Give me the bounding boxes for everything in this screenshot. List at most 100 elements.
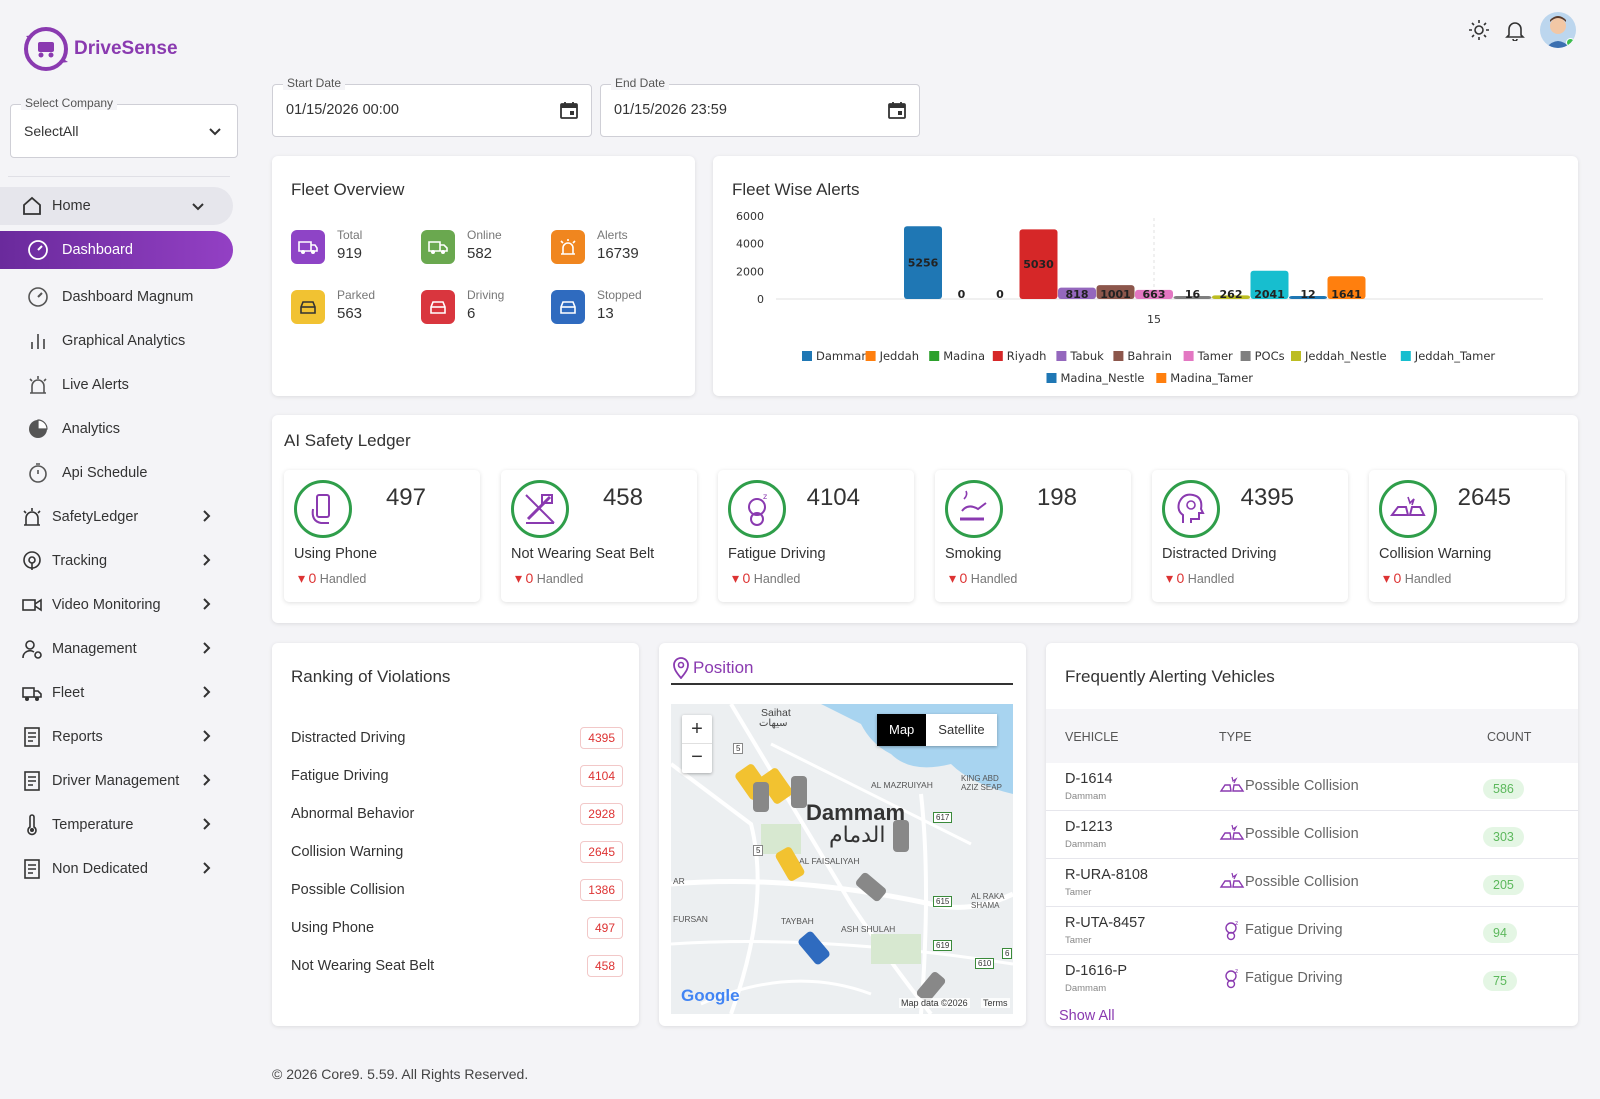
- chevron-right-icon: [203, 686, 211, 698]
- sidebar-item-dashboard-magnum[interactable]: Dashboard Magnum: [0, 275, 240, 319]
- map-type-map-button[interactable]: Map: [877, 714, 927, 746]
- chart-bar: [904, 226, 942, 299]
- table-row[interactable]: R-URA-8108 Tamer Possible Collision 205: [1046, 859, 1578, 907]
- position-underline: [671, 683, 1013, 685]
- ledger-handled: ▾ 0 Handled: [1166, 570, 1234, 587]
- caret-down-icon: ▾: [515, 570, 523, 586]
- sidebar-item-driver-management[interactable]: Driver Management: [0, 759, 240, 803]
- sidebar-item-non-dedicated[interactable]: Non Dedicated: [0, 847, 240, 891]
- sidebar-item-temperature[interactable]: Temperature: [0, 803, 240, 847]
- map-label-saihat: Saihat: [761, 707, 791, 719]
- calendar-icon[interactable]: [887, 100, 907, 120]
- map-label-ar: AR: [673, 876, 685, 886]
- sidebar-item-graphical-analytics[interactable]: Graphical Analytics: [0, 319, 240, 363]
- vehicle-marker[interactable]: [753, 782, 769, 812]
- sidebar-item-reports[interactable]: Reports: [0, 715, 240, 759]
- sidebar-item-dashboard[interactable]: Dashboard: [0, 231, 233, 269]
- avatar[interactable]: [1540, 12, 1576, 48]
- calendar-icon[interactable]: [559, 100, 579, 120]
- chevron-down-icon: [192, 203, 204, 211]
- zoom-in-button[interactable]: +: [682, 715, 712, 744]
- smoking-icon: [945, 480, 1003, 538]
- table-row[interactable]: R-UTA-8457 Tamer z Fatigue Driving 94: [1046, 907, 1578, 955]
- sun-icon[interactable]: [1468, 19, 1490, 41]
- sidebar-item-analytics[interactable]: Analytics: [0, 407, 240, 451]
- column-header-type[interactable]: TYPE: [1219, 730, 1252, 744]
- sidebar-item-management[interactable]: Management: [0, 627, 240, 671]
- table-row[interactable]: D-1616-P Dammam z Fatigue Driving 75: [1046, 955, 1578, 1003]
- start-date-label: Start Date: [283, 76, 346, 90]
- ai-safety-ledger-card: AI Safety Ledger: [272, 415, 1578, 623]
- map-terms-link[interactable]: Terms: [981, 998, 1010, 1008]
- map-label-dammam: Dammam: [806, 800, 906, 825]
- alert-type-label: Fatigue Driving: [1245, 970, 1343, 986]
- table-row[interactable]: D-1213 Dammam Possible Collision 303: [1046, 811, 1578, 859]
- ledger-card-fatigue-driving[interactable]: z 4104 Fatigue Driving ▾ 0 Handled: [718, 470, 914, 602]
- company-select[interactable]: Select Company SelectAll: [10, 96, 238, 158]
- sidebar-item-tracking[interactable]: Tracking: [0, 539, 240, 583]
- overview-total: Total 919: [291, 228, 362, 264]
- sidebar-item-video-monitoring[interactable]: Video Monitoring: [0, 583, 240, 627]
- ranking-row: Not Wearing Seat Belt 458: [291, 953, 623, 979]
- ledger-handled-label: Handled: [536, 572, 584, 586]
- ledger-name: Distracted Driving: [1162, 546, 1277, 562]
- bar-chart-icon: [26, 329, 50, 353]
- brand-logo[interactable]: DriveSense: [22, 26, 178, 72]
- y-tick-label: 6000: [736, 210, 764, 223]
- ledger-name: Collision Warning: [1379, 546, 1492, 562]
- car-icon: [291, 290, 325, 324]
- sidebar-item-label: Video Monitoring: [52, 597, 161, 613]
- chevron-right-icon: [203, 554, 211, 566]
- overview-online-value: 582: [467, 245, 493, 262]
- legend-swatch: [1056, 351, 1067, 361]
- column-header-vehicle[interactable]: VEHICLE: [1065, 730, 1119, 744]
- ledger-name: Smoking: [945, 546, 1002, 562]
- legend-label: Tamer: [1197, 349, 1233, 363]
- end-date-field[interactable]: End Date 01/15/2026 23:59: [600, 76, 920, 137]
- ledger-handled-label: Handled: [1187, 572, 1235, 586]
- sidebar-item-live-alerts[interactable]: Live Alerts: [0, 363, 240, 407]
- legend-swatch: [1113, 351, 1124, 361]
- column-header-count[interactable]: COUNT: [1487, 730, 1532, 744]
- car-icon: [551, 290, 585, 324]
- sidebar-item-api-schedule[interactable]: Api Schedule: [0, 451, 240, 495]
- pie-chart-icon: [26, 417, 50, 441]
- show-all-link[interactable]: Show All: [1059, 1008, 1115, 1024]
- bell-icon[interactable]: [1504, 19, 1526, 41]
- sidebar-item-label: Home: [52, 198, 91, 214]
- sidebar-item-label: Driver Management: [52, 773, 180, 789]
- chevron-right-icon: [203, 774, 211, 786]
- map-label-raka: AL RAKA SHAMA: [971, 892, 1005, 910]
- caret-down-icon: ▾: [949, 570, 957, 586]
- sidebar-item-home[interactable]: Home: [0, 187, 233, 225]
- ledger-card-collision-warning[interactable]: 2645 Collision Warning ▾ 0 Handled: [1369, 470, 1565, 602]
- overview-parked-value: 563: [337, 305, 363, 322]
- ledger-card-smoking[interactable]: 198 Smoking ▾ 0 Handled: [935, 470, 1131, 602]
- legend-swatch: [1240, 351, 1251, 361]
- ai-safety-ledger-title: AI Safety Ledger: [284, 431, 411, 450]
- ledger-handled-label: Handled: [1404, 572, 1452, 586]
- map-label-saihat-ar: سيهات: [759, 718, 788, 729]
- overview-driving-value: 6: [467, 305, 476, 322]
- ledger-card-using-phone[interactable]: 497 Using Phone ▾ 0 Handled: [284, 470, 480, 602]
- map-type-satellite-button[interactable]: Satellite: [926, 714, 997, 746]
- sidebar-item-safetyledger[interactable]: SafetyLedger: [0, 495, 240, 539]
- data-label: 12: [1300, 288, 1315, 301]
- sidebar-item-fleet[interactable]: Fleet: [0, 671, 240, 715]
- vehicle-marker[interactable]: [791, 776, 807, 808]
- table-row[interactable]: D-1614 Dammam Possible Collision 586: [1046, 763, 1578, 811]
- zoom-out-button[interactable]: −: [691, 746, 703, 768]
- map-road-shield: 610: [975, 958, 995, 969]
- start-date-field[interactable]: Start Date 01/15/2026 00:00: [272, 76, 592, 137]
- overview-online-label: Online: [467, 228, 502, 242]
- map-view[interactable]: + − Map Satellite Saihat سيهات Dammam ال…: [671, 704, 1013, 1014]
- overview-driving: Driving 6: [421, 288, 504, 324]
- ledger-count: 4104: [806, 484, 860, 511]
- map-road-shield: 5: [733, 743, 744, 754]
- chart-bar: [1250, 270, 1289, 299]
- ledger-card-distracted-driving[interactable]: 4395 Distracted Driving ▾ 0 Handled: [1152, 470, 1348, 602]
- ledger-card-seat-belt[interactable]: 458 Not Wearing Seat Belt ▾ 0 Handled: [501, 470, 697, 602]
- ranking-count-badge: 2928: [580, 803, 623, 825]
- legend-label: Madina_Nestle: [1061, 371, 1145, 385]
- vehicle-marker[interactable]: [893, 820, 909, 852]
